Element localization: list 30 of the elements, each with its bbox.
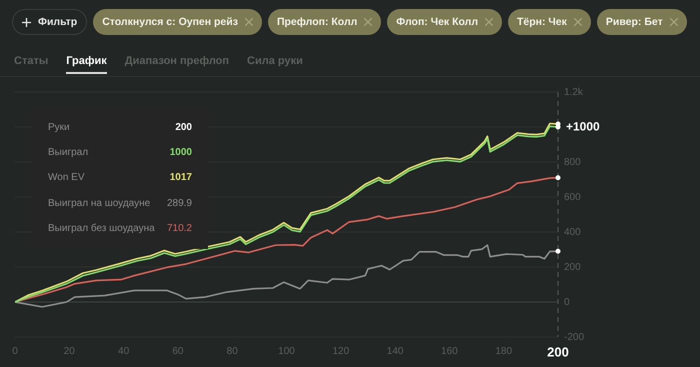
text: Статы bbox=[14, 55, 48, 69]
x-tick-label: 180 bbox=[495, 346, 512, 357]
text: График bbox=[66, 55, 107, 74]
x-tick-label: 140 bbox=[386, 346, 404, 357]
x-tick-label: 80 bbox=[226, 346, 238, 357]
text: Столкнулся с: Оупен рейз bbox=[102, 16, 238, 28]
x-tick-label: 40 bbox=[118, 346, 130, 357]
x-tick-label: 160 bbox=[441, 346, 458, 357]
text: Диапазон префлоп bbox=[124, 55, 230, 69]
x-tick-label: 20 bbox=[64, 346, 76, 357]
text: Сила руки bbox=[247, 55, 303, 69]
text: Префлоп: Колл bbox=[276, 16, 358, 28]
text: Фильтр bbox=[38, 16, 78, 28]
x-tick-label: 120 bbox=[332, 346, 350, 357]
tooltip-panel: Руки 200 Выиграл 1000 Won EV 1017 Выиграл на шоудауне 289.9 Выиграл без шоудауна 710.2 bbox=[32, 107, 208, 249]
y-tick-label: 600 bbox=[564, 192, 582, 203]
y-tick-label: 800 bbox=[564, 156, 582, 168]
annotation: +1000 bbox=[566, 119, 600, 134]
text: Флоп: Чек Колл bbox=[396, 16, 478, 28]
x-tick-label: 60 bbox=[172, 346, 184, 357]
y-tick-label: 200 bbox=[564, 262, 582, 273]
text: Ривер: Бет bbox=[606, 16, 663, 28]
x-tick-label: 200 bbox=[547, 344, 569, 360]
y-tick-label: 1.2k bbox=[564, 86, 584, 98]
y-tick-label: 400 bbox=[564, 226, 582, 238]
x-tick-label: 0 bbox=[12, 346, 18, 357]
text: Тёрн: Чек bbox=[517, 16, 567, 28]
x-tick-label: 100 bbox=[278, 346, 296, 357]
y-tick-label: -200 bbox=[564, 332, 584, 343]
y-tick-label: 0 bbox=[564, 296, 570, 308]
